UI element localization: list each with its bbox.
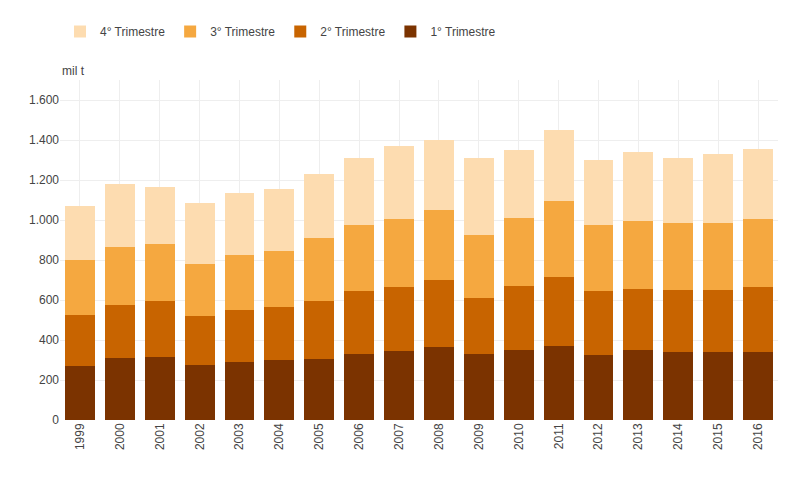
- svg-text:2001: 2001: [153, 423, 167, 450]
- svg-text:3° Trimestre: 3° Trimestre: [210, 25, 275, 39]
- svg-text:2005: 2005: [312, 423, 326, 450]
- svg-text:2002: 2002: [193, 423, 207, 450]
- svg-text:2000: 2000: [113, 423, 127, 450]
- svg-text:2011: 2011: [552, 423, 566, 449]
- svg-text:0: 0: [52, 413, 59, 427]
- svg-text:2016: 2016: [751, 423, 765, 450]
- svg-text:1° Trimestre: 1° Trimestre: [430, 25, 495, 39]
- svg-text:2006: 2006: [352, 423, 366, 450]
- svg-text:mil t: mil t: [62, 64, 85, 78]
- svg-text:400: 400: [39, 333, 59, 347]
- svg-text:2° Trimestre: 2° Trimestre: [320, 25, 385, 39]
- svg-text:2014: 2014: [671, 423, 685, 450]
- svg-text:2009: 2009: [472, 423, 486, 450]
- svg-text:1.200: 1.200: [29, 173, 59, 187]
- svg-text:200: 200: [39, 373, 59, 387]
- svg-text:1999: 1999: [73, 423, 87, 450]
- svg-text:2012: 2012: [591, 423, 605, 450]
- svg-text:2008: 2008: [432, 423, 446, 450]
- svg-text:600: 600: [39, 293, 59, 307]
- svg-text:2003: 2003: [232, 423, 246, 450]
- svg-text:2013: 2013: [631, 423, 645, 450]
- svg-text:1.600: 1.600: [29, 93, 59, 107]
- svg-text:4° Trimestre: 4° Trimestre: [100, 25, 165, 39]
- svg-text:2004: 2004: [272, 423, 286, 450]
- svg-text:2010: 2010: [512, 423, 526, 450]
- svg-text:1.400: 1.400: [29, 133, 59, 147]
- svg-text:2007: 2007: [392, 423, 406, 450]
- svg-text:1.000: 1.000: [29, 213, 59, 227]
- svg-text:800: 800: [39, 253, 59, 267]
- svg-text:2015: 2015: [711, 423, 725, 450]
